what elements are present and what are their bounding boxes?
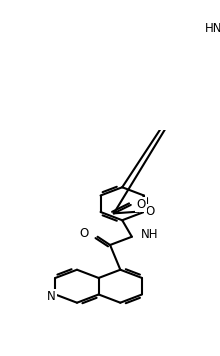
Text: N: N — [47, 290, 56, 303]
Text: HN: HN — [205, 22, 220, 35]
Text: O: O — [137, 198, 146, 211]
Text: O: O — [80, 227, 89, 240]
Text: O: O — [145, 205, 155, 218]
Text: NH: NH — [141, 228, 158, 241]
